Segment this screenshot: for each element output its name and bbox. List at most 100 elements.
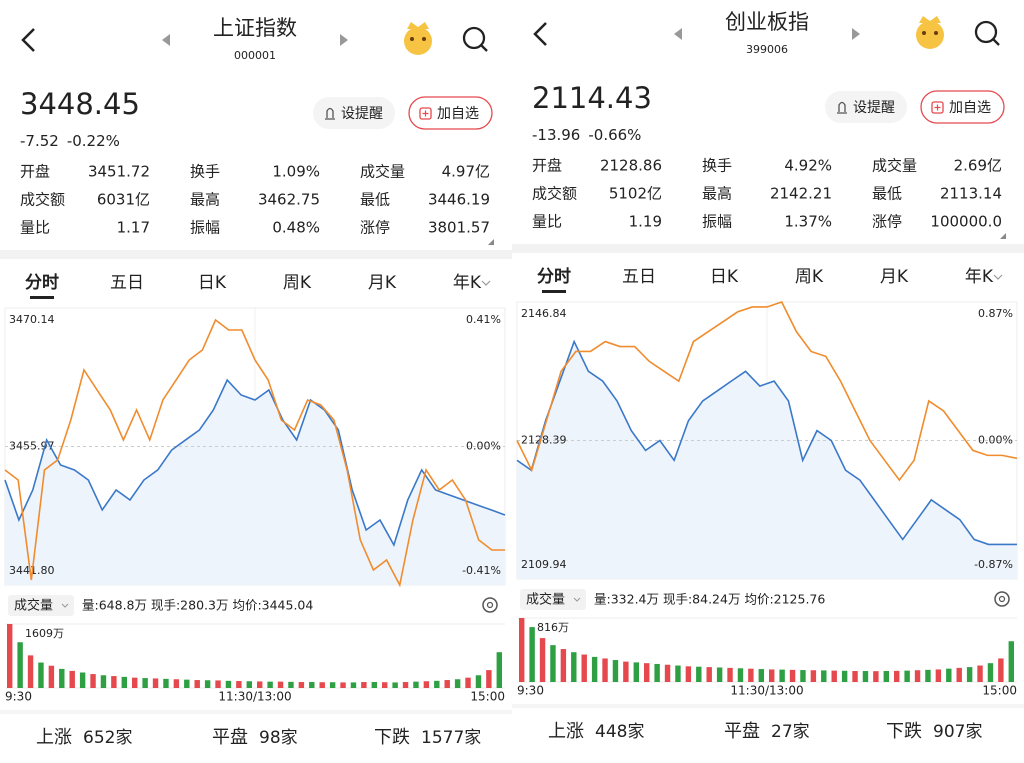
volume-bar (529, 627, 535, 682)
volume-bar (831, 670, 837, 682)
volume-bar (862, 671, 869, 682)
stat-value: 1.37% (784, 213, 832, 231)
volume-bar (935, 669, 942, 682)
prev-index[interactable] (674, 28, 682, 40)
volume-bar (38, 662, 44, 688)
volume-selector[interactable] (520, 589, 586, 610)
volume-bar (748, 668, 754, 682)
stat-label: 量比 (532, 213, 562, 231)
mascot-icon[interactable] (404, 22, 432, 55)
back-button[interactable] (21, 28, 35, 52)
volume-bar (571, 652, 577, 682)
alert-label: 设提醒 (853, 100, 895, 116)
volume-bar (675, 665, 681, 682)
settings-icon[interactable] (482, 597, 498, 613)
volume-bar (727, 667, 733, 682)
tab-underline (30, 296, 54, 299)
search-circle (462, 26, 486, 50)
mascot-eye (410, 37, 414, 41)
volume-selector[interactable] (8, 595, 74, 616)
stat-value: 2142.21 (770, 185, 832, 203)
tab[interactable]: 分时 (25, 273, 59, 293)
stat-label: 最低 (872, 185, 902, 203)
y2-tick-label: -0.41% (462, 564, 501, 577)
volume-bar (361, 682, 367, 688)
stat-label: 涨停 (360, 219, 390, 237)
y-tick-label: 2146.84 (521, 307, 567, 320)
time-label: 9:30 (5, 690, 32, 704)
volume-bar (966, 667, 973, 682)
add-button[interactable] (408, 96, 493, 130)
volume-bar (696, 666, 702, 682)
tab[interactable]: 分时 (537, 267, 571, 287)
stat-label: 最高 (190, 191, 220, 209)
footer-count: 27家 (771, 722, 810, 742)
volume-chevron (61, 603, 69, 608)
add-label: 加自选 (949, 100, 991, 116)
stat-value: 3801.57 (428, 219, 490, 237)
footer-label: 平盘 (212, 727, 248, 748)
volume-bar (79, 672, 86, 688)
plus-icon (419, 107, 432, 120)
add-button[interactable] (920, 90, 1005, 124)
volume-bar (100, 675, 107, 688)
code: 399006 (746, 43, 788, 56)
tab[interactable]: 年K (965, 267, 994, 287)
volume-bar (423, 681, 430, 688)
next-index[interactable] (340, 34, 348, 46)
volume-bar (277, 681, 284, 688)
next-index[interactable] (852, 28, 860, 40)
stat-label: 量比 (20, 219, 50, 237)
tab[interactable]: 周K (283, 273, 312, 293)
separator (0, 250, 512, 259)
volume-bar (121, 676, 127, 688)
footer-label: 下跌 (886, 721, 922, 742)
price-line (4, 318, 505, 588)
volume-bar (883, 671, 889, 682)
tab[interactable]: 五日 (110, 273, 144, 293)
volume-bar (132, 677, 138, 688)
volume-bar (184, 679, 190, 688)
change-pct: -0.66% (588, 126, 641, 144)
volume-bar (350, 682, 357, 688)
prev-index[interactable] (162, 34, 170, 46)
stat-value: 3446.19 (428, 191, 490, 209)
alert-button[interactable] (825, 91, 907, 123)
tab[interactable]: 月K (368, 273, 397, 293)
volume-bar (841, 670, 848, 682)
mascot-icon[interactable] (916, 16, 944, 49)
volume-bar (48, 665, 55, 688)
volume-bar (371, 682, 377, 688)
stat-label: 换手 (190, 163, 220, 181)
back-button[interactable] (533, 22, 547, 46)
volume-bar (873, 671, 879, 682)
settings-icon[interactable] (994, 591, 1010, 607)
stat-value: 4.97亿 (442, 163, 490, 181)
stat-value: 2113.14 (940, 185, 1002, 203)
search-icon[interactable] (462, 26, 488, 52)
price-line (4, 378, 506, 548)
tab[interactable]: 年K (453, 273, 482, 293)
volume-bar (894, 670, 900, 682)
price-area (517, 341, 1017, 579)
search-handle (992, 38, 1000, 46)
tab[interactable]: 日K (710, 267, 739, 287)
stat-value: 1.19 (629, 213, 662, 231)
volume-bar (340, 682, 346, 688)
volume-bar (496, 652, 502, 688)
settings-dot (998, 595, 1006, 603)
alert-button[interactable] (313, 97, 395, 129)
tab[interactable]: 周K (795, 267, 824, 287)
tab[interactable]: 五日 (622, 267, 656, 287)
tab-chevron (481, 280, 491, 286)
tab[interactable]: 日K (198, 273, 227, 293)
time-label: 15:00 (470, 690, 505, 704)
volume-label: 成交量 (526, 592, 565, 608)
settings-dot (486, 601, 494, 609)
volume-bar (602, 658, 608, 682)
volume-bar (90, 674, 96, 688)
tab[interactable]: 月K (880, 267, 909, 287)
title: 创业板指 (725, 10, 809, 34)
volume-bar (486, 670, 492, 688)
search-icon[interactable] (974, 20, 1000, 46)
